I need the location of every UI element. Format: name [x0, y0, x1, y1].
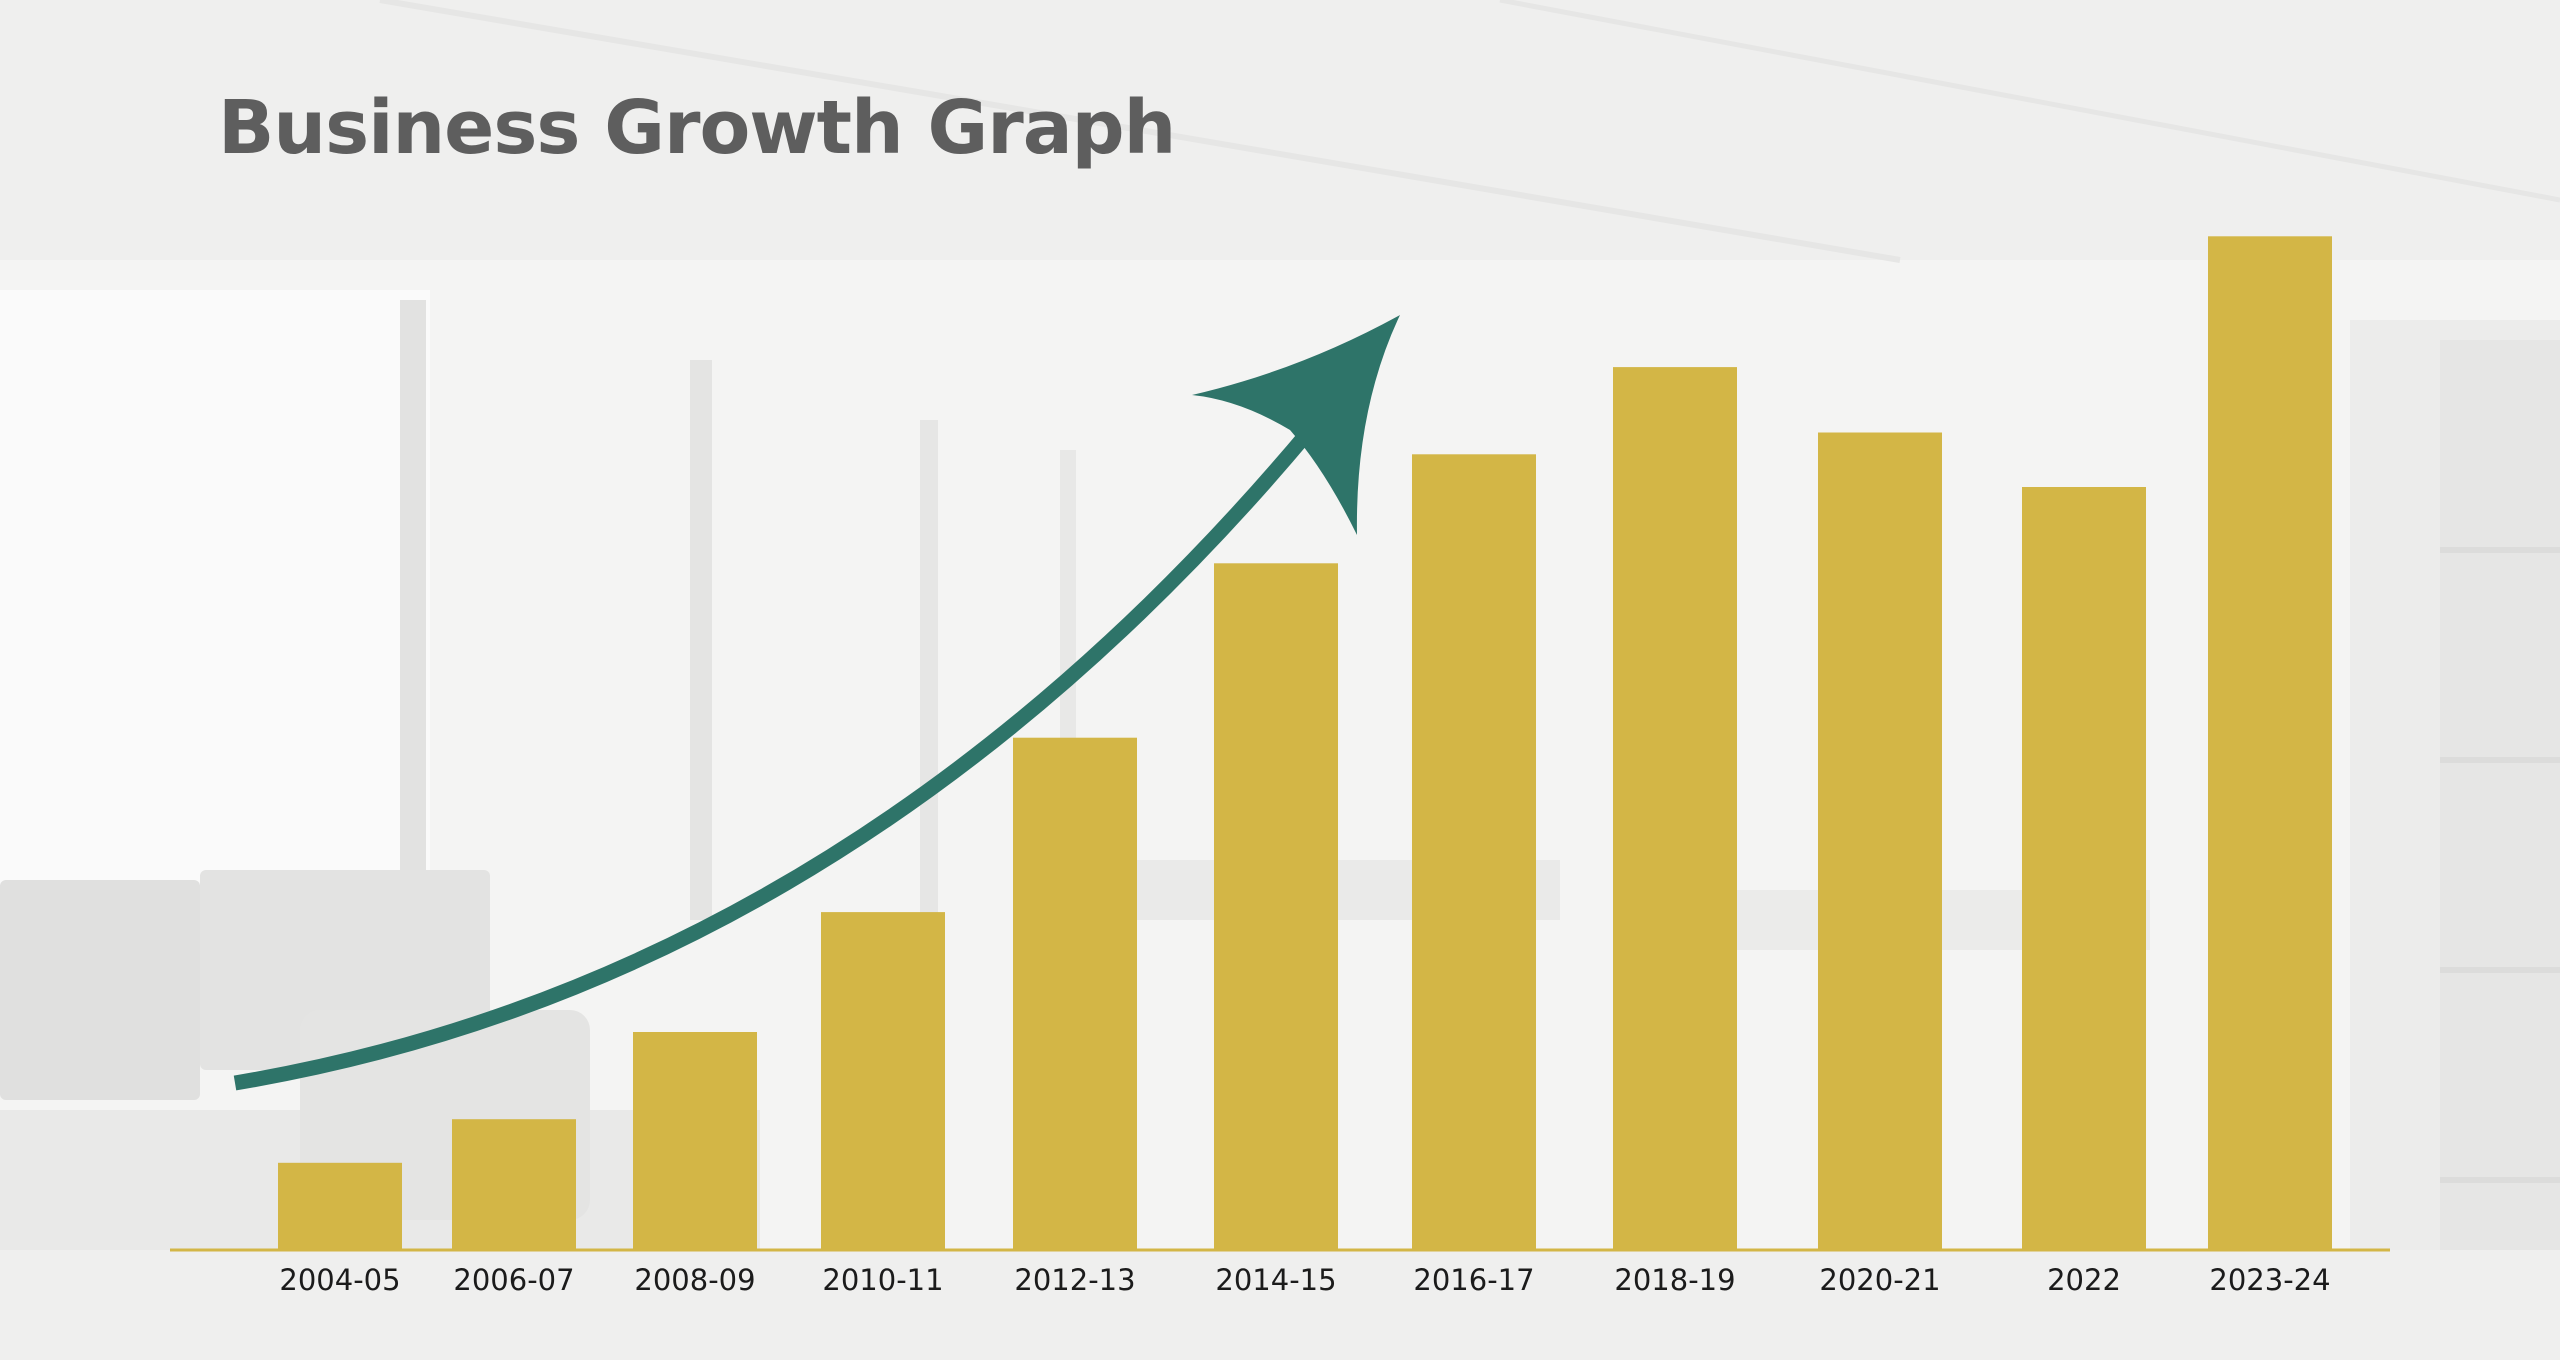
bar-2020-21 [1818, 432, 1942, 1250]
x-tick-label: 2010-11 [822, 1263, 943, 1297]
bar-2004-05 [278, 1162, 402, 1250]
growth-arrow [233, 315, 1400, 1091]
x-tick-label: 2008-09 [634, 1263, 755, 1297]
x-tick-labels: 2004-05 2006-07 2008-09 2010-11 2012-13 2014-… [279, 1263, 2330, 1297]
chart-title: Business Growth Graph [218, 85, 1176, 171]
bar-2008-09 [633, 1032, 757, 1250]
bar-2018-19 [1613, 367, 1737, 1251]
bar-2014-15 [1214, 563, 1338, 1250]
growth-arrow-head [1192, 315, 1400, 535]
bar-2012-13 [1013, 737, 1137, 1250]
bar-2023-24 [2208, 236, 2332, 1251]
x-tick-label: 2018-19 [1614, 1263, 1735, 1297]
x-tick-label: 2012-13 [1014, 1263, 1135, 1297]
x-tick-label: 2022 [2047, 1263, 2121, 1297]
growth-arrow-shaft [233, 425, 1316, 1091]
x-tick-label: 2016-17 [1413, 1263, 1534, 1297]
x-tick-label: 2020-21 [1819, 1263, 1940, 1297]
bars-group [278, 236, 2332, 1251]
x-tick-label: 2004-05 [279, 1263, 400, 1297]
bar-2006-07 [452, 1119, 576, 1250]
bar-2010-11 [821, 912, 945, 1250]
x-tick-label: 2014-15 [1215, 1263, 1336, 1297]
x-tick-label: 2006-07 [453, 1263, 574, 1297]
x-tick-label: 2023-24 [2209, 1263, 2330, 1297]
bar-2022 [2022, 487, 2146, 1250]
bar-2016-17 [1412, 454, 1536, 1250]
